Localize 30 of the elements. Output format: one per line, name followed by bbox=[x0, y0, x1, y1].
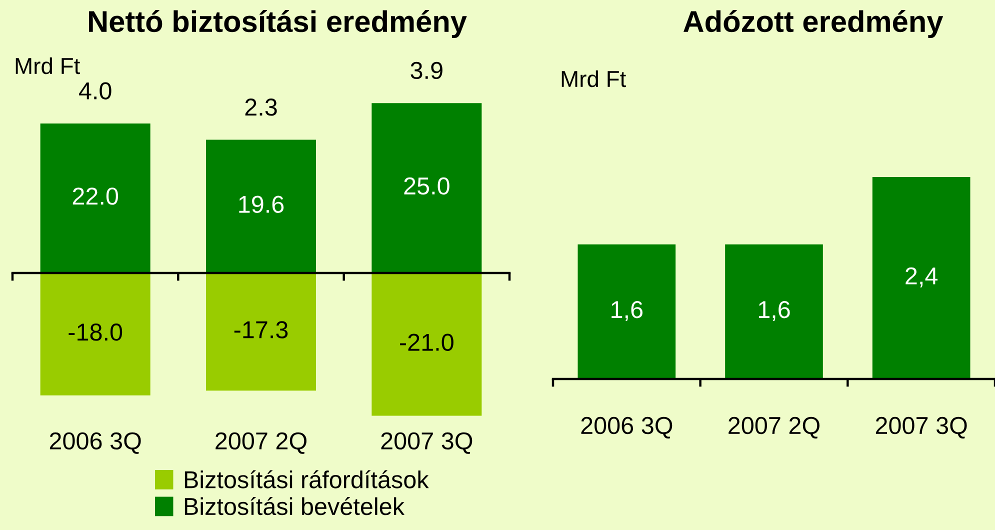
bar bbox=[372, 103, 482, 274]
x-tick-label: 2006 3Q bbox=[50, 432, 141, 454]
y-axis-title: Mrd Ft bbox=[16, 57, 80, 74]
data-label: -17.3 bbox=[234, 321, 288, 338]
bar bbox=[40, 273, 150, 396]
data-label: 19.6 bbox=[239, 196, 284, 213]
chart-title: Nettó biztosítási eredmény bbox=[89, 10, 467, 38]
x-tick-label: 2007 2Q bbox=[216, 432, 306, 454]
x-tick-label: 2007 3Q bbox=[381, 432, 472, 454]
x-tick-label: 2006 3Q bbox=[581, 416, 672, 438]
data-label: -21.0 bbox=[400, 334, 454, 351]
total-label: 4.0 bbox=[79, 82, 112, 100]
x-tick-label: 2007 3Q bbox=[876, 416, 967, 438]
total-label: 3.9 bbox=[410, 62, 442, 80]
bar bbox=[206, 140, 316, 274]
total-label: 2.3 bbox=[245, 98, 277, 116]
legend-label: Biztosítási ráfordítások bbox=[184, 470, 429, 488]
data-label: 22.0 bbox=[72, 188, 118, 205]
data-label: 2,4 bbox=[906, 267, 938, 288]
bar bbox=[40, 123, 150, 274]
chart-title: Adózott eredmény bbox=[684, 10, 944, 38]
legend-label: Biztosítási bevételek bbox=[184, 497, 405, 516]
data-label: 25.0 bbox=[404, 177, 450, 195]
y-axis-title: Mrd Ft bbox=[562, 70, 626, 88]
data-label: 1,6 bbox=[758, 300, 790, 322]
x-tick-label: 2007 2Q bbox=[728, 416, 820, 438]
bar bbox=[206, 273, 316, 391]
bar bbox=[372, 273, 482, 416]
data-label: 1,6 bbox=[612, 300, 642, 322]
data-label: -18.0 bbox=[68, 324, 122, 341]
